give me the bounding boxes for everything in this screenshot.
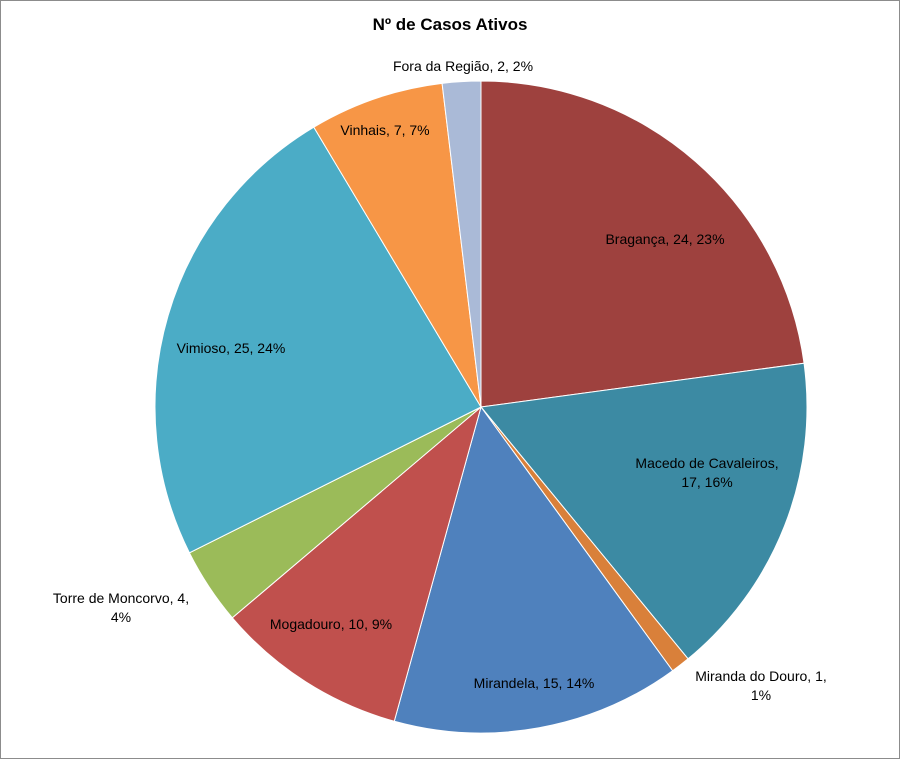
pie-slice-mirandela <box>393 405 674 734</box>
data-label-mogadouro: Mogadouro, 10, 9% <box>270 616 392 632</box>
pie-slice-vimioso <box>154 126 482 554</box>
data-label-torre-de-moncorvo: Torre de Moncorvo, 4, 4% <box>53 590 189 625</box>
data-label-vimioso: Vimioso, 25, 24% <box>177 340 286 356</box>
pie-slice-fora-da-regi-o <box>441 80 482 408</box>
data-label-vinhais: Vinhais, 7, 7% <box>340 122 429 138</box>
pie-slice-vinhais <box>313 82 482 408</box>
pie-slice-mogadouro <box>231 405 482 722</box>
data-label-miranda-do-douro: Miranda do Douro, 1, 1% <box>695 668 827 703</box>
data-label-macedo-de-cavaleiros: Macedo de Cavaleiros, 17, 16% <box>635 455 778 490</box>
data-label-mirandela: Mirandela, 15, 14% <box>474 675 595 691</box>
data-label-bragan-a: Bragança, 24, 23% <box>605 231 724 247</box>
pie-slice-bragan-a <box>480 80 805 408</box>
pie-slice-macedo-de-cavaleiros <box>480 362 808 660</box>
chart-title: Nº de Casos Ativos <box>372 15 528 34</box>
data-label-fora-da-regi-o: Fora da Região, 2, 2% <box>393 58 533 74</box>
